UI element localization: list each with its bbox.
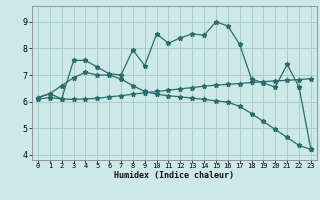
X-axis label: Humidex (Indice chaleur): Humidex (Indice chaleur) xyxy=(115,171,234,180)
